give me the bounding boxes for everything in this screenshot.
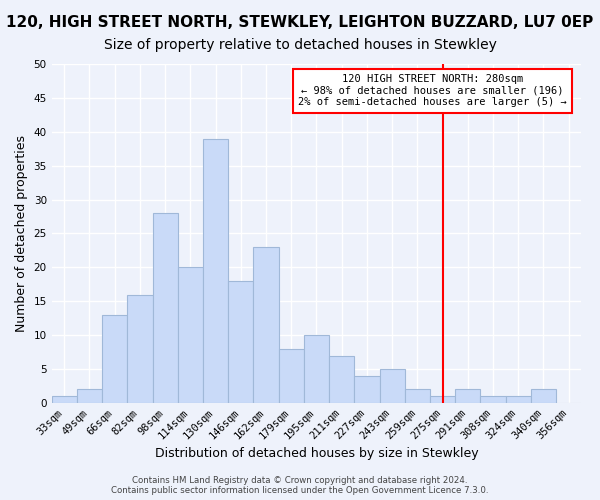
Bar xyxy=(405,390,430,403)
Text: Contains HM Land Registry data © Crown copyright and database right 2024.
Contai: Contains HM Land Registry data © Crown c… xyxy=(111,476,489,495)
Bar xyxy=(531,390,556,403)
Y-axis label: Number of detached properties: Number of detached properties xyxy=(15,135,28,332)
Bar xyxy=(380,369,405,403)
Bar xyxy=(178,268,203,403)
Bar xyxy=(455,390,481,403)
Bar xyxy=(52,396,77,403)
Bar xyxy=(329,356,354,403)
Bar xyxy=(304,335,329,403)
Bar xyxy=(102,315,127,403)
Bar xyxy=(278,349,304,403)
Bar xyxy=(77,390,102,403)
Bar xyxy=(354,376,380,403)
Bar xyxy=(253,247,278,403)
Bar xyxy=(152,213,178,403)
Bar xyxy=(127,294,152,403)
Text: Size of property relative to detached houses in Stewkley: Size of property relative to detached ho… xyxy=(104,38,496,52)
Bar xyxy=(506,396,531,403)
Bar xyxy=(203,138,228,403)
Bar xyxy=(430,396,455,403)
X-axis label: Distribution of detached houses by size in Stewkley: Distribution of detached houses by size … xyxy=(155,447,478,460)
Text: 120, HIGH STREET NORTH, STEWKLEY, LEIGHTON BUZZARD, LU7 0EP: 120, HIGH STREET NORTH, STEWKLEY, LEIGHT… xyxy=(7,15,593,30)
Text: 120 HIGH STREET NORTH: 280sqm
← 98% of detached houses are smaller (196)
2% of s: 120 HIGH STREET NORTH: 280sqm ← 98% of d… xyxy=(298,74,567,108)
Bar xyxy=(481,396,506,403)
Bar xyxy=(228,281,253,403)
